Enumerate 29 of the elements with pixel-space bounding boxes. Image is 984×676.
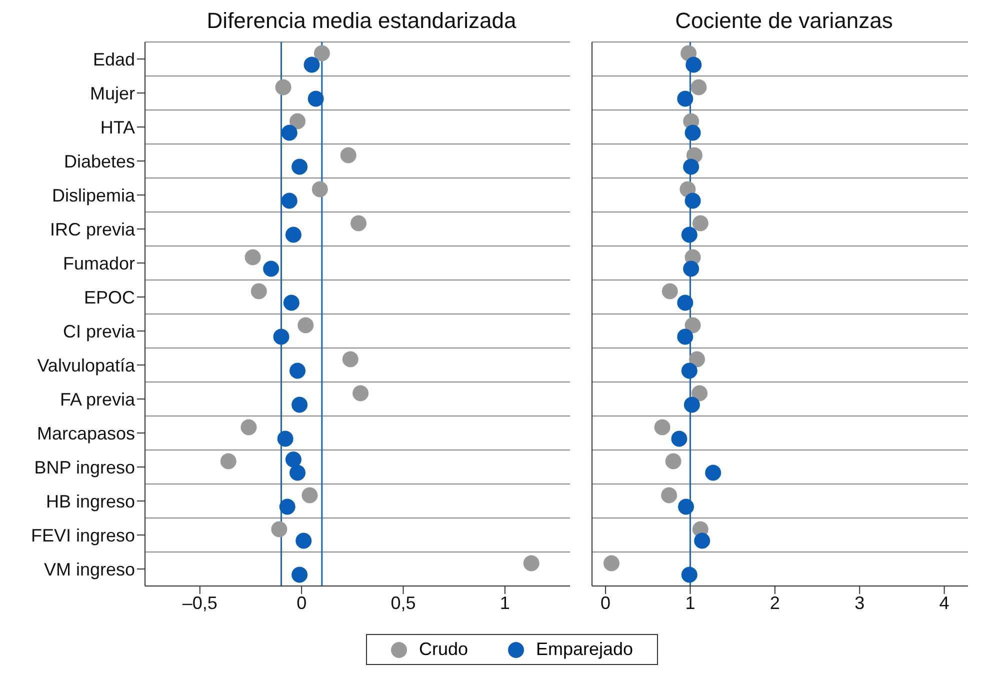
y-tick-label: HB ingreso xyxy=(46,491,135,512)
x-tick-label: 3 xyxy=(854,592,865,613)
x-tick-label: 0 xyxy=(600,592,611,613)
legend-label: Emparejado xyxy=(536,639,634,660)
y-tick-label: Mujer xyxy=(90,83,135,104)
y-tick-label: EPOC xyxy=(84,287,135,308)
x-tick-label: –0,5 xyxy=(182,592,218,613)
chart-title: Cociente de varianzas xyxy=(674,8,894,35)
y-tick-label: Marcapasos xyxy=(36,423,135,444)
x-tick-label: 4 xyxy=(939,592,950,613)
x-tick-label: 0 xyxy=(296,592,307,613)
legend-label: Crudo xyxy=(418,639,468,660)
x-tick-label: 2 xyxy=(770,592,780,613)
y-tick-label: HTA xyxy=(100,117,135,138)
x-tick-label: 1 xyxy=(500,592,510,613)
y-tick-label: Valvulopatía xyxy=(37,355,136,376)
y-tick-label: IRC previa xyxy=(50,219,136,240)
chart-title: Diferencia media estandarizada xyxy=(206,8,518,35)
y-tick-label: Diabetes xyxy=(64,151,135,172)
y-tick-label: Edad xyxy=(92,49,135,70)
y-tick-label: Fumador xyxy=(62,253,135,274)
y-tick-label: VM ingreso xyxy=(44,559,135,580)
y-tick-label: CI previa xyxy=(62,321,136,342)
y-tick-label: FA previa xyxy=(60,389,136,410)
x-tick-label: 0,5 xyxy=(390,592,416,613)
x-tick-label: 1 xyxy=(685,592,696,613)
y-tick-label: BNP ingreso xyxy=(34,457,135,478)
y-tick-label: Dislipemia xyxy=(52,185,136,206)
y-tick-label: FEVI ingreso xyxy=(30,525,135,546)
